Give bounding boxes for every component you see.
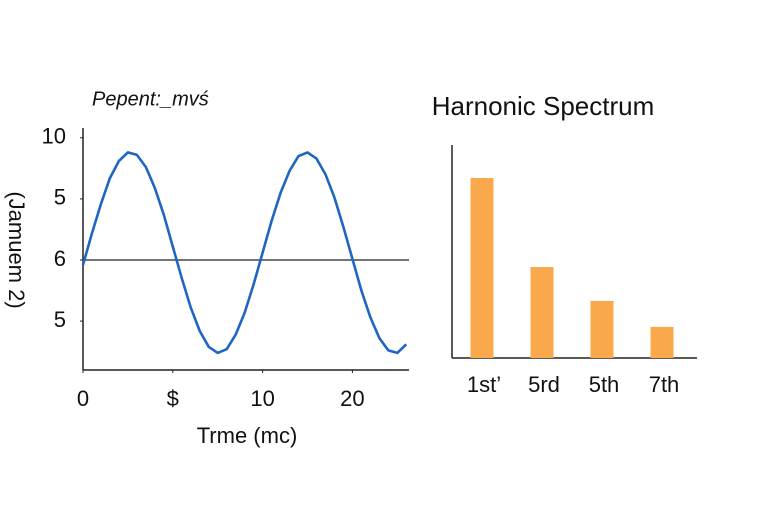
x-tick-label: 20 — [340, 386, 364, 411]
y-tick-label: 6 — [54, 246, 66, 271]
x-axis-label: Trme (mc) — [197, 423, 298, 448]
line-title: Pepent:_mvś — [92, 88, 209, 110]
x-tick-label: $ — [167, 386, 179, 411]
x-tick-label: 1st’ — [467, 372, 501, 397]
line-series — [81, 151, 408, 355]
x-tick-label: 7th — [649, 372, 680, 397]
y-tick-label: 5 — [54, 307, 66, 332]
x-tick-label: 5th — [589, 372, 620, 397]
bar — [650, 326, 674, 358]
bar — [470, 178, 494, 358]
bar — [590, 300, 614, 358]
y-axis-label: (Jamuem 2) — [4, 191, 29, 308]
bar — [530, 267, 554, 358]
x-tick-label: 5rd — [528, 372, 560, 397]
y-tick-label: 10 — [42, 124, 66, 149]
x-tick-label: 10 — [250, 386, 274, 411]
bar-title: Harnonic Spectrum — [432, 91, 655, 121]
x-tick-label: 0 — [77, 386, 89, 411]
y-tick-label: 5 — [54, 185, 66, 210]
